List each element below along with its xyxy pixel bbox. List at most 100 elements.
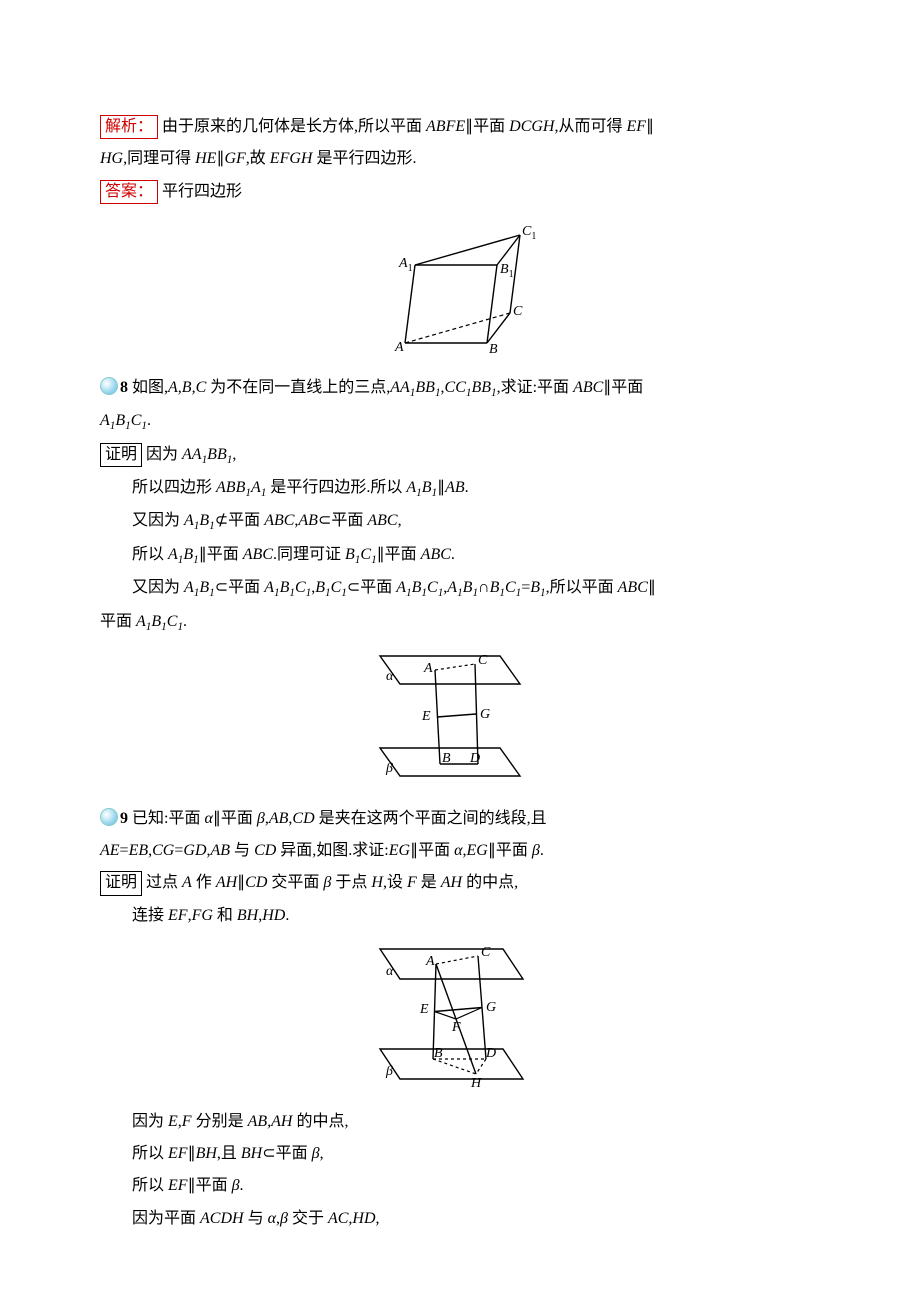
t: ∥: [646, 118, 654, 135]
t: .: [465, 479, 469, 496]
t: EG: [389, 842, 410, 859]
t: A1B1C1: [396, 579, 443, 596]
lbl-beta3: β: [385, 1064, 393, 1079]
proof9b-p1: 因为 E,F 分别是 AB,AH 的中点,: [100, 1107, 820, 1137]
t: 因为: [146, 446, 182, 463]
lbl-B3: B: [434, 1046, 443, 1061]
t: BH: [237, 907, 258, 924]
t: ∥平面: [465, 118, 509, 135]
t: 又因为: [132, 512, 184, 529]
t: 因为: [132, 1113, 168, 1130]
lbl-C2: C: [478, 653, 488, 668]
lbl-B1: B1: [500, 262, 514, 280]
lbl-A2: A: [423, 661, 433, 676]
t: 又因为: [132, 579, 184, 596]
t: .: [240, 1177, 244, 1194]
t: AB: [269, 810, 289, 827]
t: CD: [254, 842, 276, 859]
q9-num: 9: [120, 810, 128, 827]
t: 过点: [146, 874, 182, 891]
t: 已知:平面: [128, 810, 204, 827]
t: 于点: [331, 874, 371, 891]
t: A1B1: [168, 546, 199, 563]
lbl-B: B: [489, 342, 498, 355]
t: ABC: [618, 579, 648, 596]
t: ∥: [410, 842, 418, 859]
lbl-beta: β: [385, 761, 393, 776]
lbl-F3: F: [451, 1020, 461, 1035]
analysis-para: 解析：由于原来的几何体是长方体,所以平面 ABFE∥平面 DCGH,从而可得 E…: [100, 112, 820, 142]
t: AB: [445, 479, 465, 496]
t: .同理可证: [273, 546, 345, 563]
t: ∩: [478, 579, 490, 596]
t: β: [280, 1210, 288, 1227]
t: 所以: [132, 546, 168, 563]
t: FG: [192, 907, 213, 924]
proof8-p2: 所以四边形 ABB1A1 是平行四边形.所以 A1B1∥AB.: [100, 473, 820, 504]
t: ABC: [264, 512, 294, 529]
t-hg: HG: [100, 150, 123, 167]
lbl-G2: G: [480, 707, 490, 722]
answer-para: 答案：平行四边形: [100, 177, 820, 207]
t: ∥: [213, 810, 221, 827]
q8-para: 8 如图,A,B,C 为不在同一直线上的三点,AA1BB1,CC1BB1,求证:…: [100, 373, 820, 404]
t: 异面,如图.求证:: [276, 842, 388, 859]
lbl-A: A: [394, 340, 404, 355]
t: BH: [241, 1145, 262, 1162]
t: ⊄平面: [215, 512, 264, 529]
t: B1C1: [490, 579, 522, 596]
t: .: [183, 613, 187, 630]
t: ∥平面: [199, 546, 243, 563]
t-ef: EF: [627, 118, 647, 135]
t: 所以: [132, 1177, 168, 1194]
t: EB: [129, 842, 149, 859]
t: ∥平面: [188, 1177, 232, 1194]
t: 与: [244, 1210, 268, 1227]
t: 所以四边形: [132, 479, 216, 496]
t: B1: [530, 579, 545, 596]
t: E,F: [168, 1113, 192, 1130]
t: .: [451, 546, 455, 563]
t: 和: [213, 907, 237, 924]
t: 交于: [288, 1210, 328, 1227]
t: A1B1: [406, 479, 437, 496]
t: 平面: [221, 810, 257, 827]
t: β: [232, 1177, 240, 1194]
t: HD: [262, 907, 285, 924]
t: ABC: [367, 512, 397, 529]
q8-para2: A1B1C1.: [100, 406, 820, 437]
t: AB: [211, 842, 231, 859]
t: =: [521, 579, 530, 596]
proof-label: 证明: [100, 871, 142, 895]
t: EF: [168, 1145, 188, 1162]
t: ∥: [188, 1145, 196, 1162]
t: =: [120, 842, 129, 859]
lbl-B2: B: [442, 751, 451, 766]
t: H: [371, 874, 383, 891]
t: 与: [230, 842, 254, 859]
t: 交平面: [267, 874, 323, 891]
proof8-p4: 所以 A1B1∥平面 ABC.同理可证 B1C1∥平面 ABC.: [100, 540, 820, 571]
bullet-icon: [100, 377, 118, 395]
q9-para2: AE=EB,CG=GD,AB 与 CD 异面,如图.求证:EG∥平面 α,EG∥…: [100, 836, 820, 866]
figure-3: α β A C E G F B D H: [100, 939, 820, 1100]
t: CD: [292, 810, 314, 827]
t: B1C1: [315, 579, 347, 596]
t: 平面: [100, 613, 136, 630]
t-abfe: ABFE: [426, 118, 465, 135]
t: A1B1: [184, 579, 215, 596]
t: ∥: [488, 842, 496, 859]
t: A1B1C1: [136, 613, 183, 630]
t: .: [147, 412, 151, 429]
t: 是夹在这两个平面之间的线段,且: [315, 810, 547, 827]
lbl-C: C: [513, 304, 523, 319]
t: 的中点,: [292, 1113, 348, 1130]
t: ,: [232, 446, 236, 463]
t: EG: [467, 842, 488, 859]
t: 是: [417, 874, 441, 891]
t-he: HE: [195, 150, 216, 167]
proof9b-p3: 所以 EF∥平面 β.: [100, 1171, 820, 1201]
analysis-text1: 由于原来的几何体是长方体,所以平面: [162, 118, 426, 135]
t: EF: [168, 1177, 188, 1194]
t: CD: [245, 874, 267, 891]
